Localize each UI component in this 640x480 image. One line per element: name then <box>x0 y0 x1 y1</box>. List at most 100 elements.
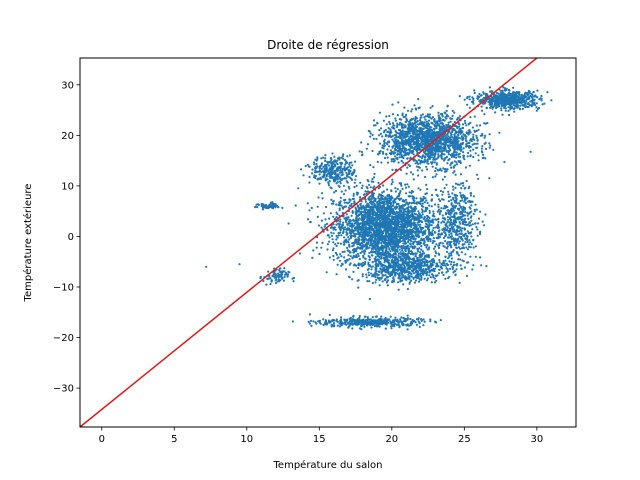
scatter-point <box>400 118 403 121</box>
scatter-point <box>429 276 432 279</box>
scatter-point <box>355 215 359 218</box>
scatter-point <box>358 257 361 261</box>
scatter-point <box>370 265 373 268</box>
scatter-point <box>389 128 392 131</box>
scatter-point <box>390 160 393 163</box>
scatter-point <box>496 94 499 97</box>
scatter-point <box>397 214 400 217</box>
scatter-point <box>397 235 400 238</box>
scatter-point <box>408 130 411 133</box>
scatter-point <box>483 142 486 145</box>
scatter-point <box>398 228 401 231</box>
scatter-point <box>336 236 339 239</box>
scatter-point <box>396 216 399 220</box>
scatter-point <box>457 155 460 158</box>
scatter-point <box>461 123 465 126</box>
scatter-point <box>378 129 381 132</box>
scatter-point <box>399 137 402 140</box>
scatter-point <box>404 240 407 243</box>
scatter-point <box>334 189 338 193</box>
scatter-point <box>428 209 431 212</box>
scatter-point <box>333 191 336 194</box>
scatter-point <box>416 130 419 133</box>
scatter-point <box>398 144 401 147</box>
scatter-point <box>342 221 345 224</box>
scatter-point <box>404 249 407 253</box>
scatter-point <box>424 160 427 163</box>
scatter-point <box>393 137 396 140</box>
scatter-point <box>416 137 419 140</box>
scatter-point <box>481 157 484 160</box>
scatter-point <box>398 123 401 126</box>
scatter-point <box>353 200 356 203</box>
scatter-point <box>379 132 382 135</box>
scatter-point <box>348 258 351 261</box>
scatter-point <box>416 243 419 246</box>
scatter-point <box>419 121 422 124</box>
scatter-point <box>370 215 374 219</box>
scatter-point <box>448 149 451 152</box>
scatter-point <box>383 216 386 219</box>
scatter-point <box>442 138 445 141</box>
scatter-point <box>457 116 460 119</box>
scatter-point <box>368 246 371 249</box>
scatter-point <box>404 219 407 222</box>
scatter-point <box>540 94 543 98</box>
scatter-point <box>372 192 375 195</box>
scatter-point <box>526 92 529 95</box>
scatter-point <box>451 117 454 120</box>
scatter-point <box>378 238 381 241</box>
scatter-point <box>425 238 429 241</box>
scatter-point <box>430 224 433 227</box>
scatter-point <box>468 95 471 98</box>
scatter-point <box>373 176 376 179</box>
scatter-point <box>455 163 459 166</box>
scatter-point <box>383 144 386 147</box>
scatter-point <box>416 218 419 221</box>
scatter-point <box>437 145 440 148</box>
scatter-point <box>384 212 387 215</box>
scatter-point <box>397 147 401 150</box>
scatter-point <box>453 261 456 264</box>
scatter-point <box>462 138 465 141</box>
scatter-point <box>370 203 373 206</box>
scatter-point <box>348 187 351 190</box>
scatter-point <box>366 239 369 242</box>
scatter-point <box>379 202 382 205</box>
scatter-point <box>365 223 368 226</box>
scatter-point <box>388 221 391 224</box>
scatter-point <box>323 225 326 228</box>
scatter-point <box>475 129 478 133</box>
scatter-point <box>390 206 393 209</box>
scatter-point <box>440 138 443 141</box>
scatter-point <box>317 196 320 199</box>
scatter-point <box>404 186 408 189</box>
scatter-point <box>332 228 335 231</box>
scatter-point <box>468 129 471 132</box>
scatter-point <box>496 102 499 106</box>
scatter-point <box>517 98 520 101</box>
scatter-point <box>308 209 311 212</box>
scatter-point <box>457 143 460 146</box>
scatter-point <box>381 240 384 243</box>
scatter-point <box>425 122 428 125</box>
scatter-point <box>480 105 483 108</box>
scatter-point <box>387 127 390 130</box>
scatter-point <box>346 217 349 221</box>
scatter-point <box>372 250 375 253</box>
scatter-point <box>468 131 471 134</box>
scatter-point <box>504 89 507 92</box>
scatter-point <box>396 150 399 153</box>
scatter-point <box>400 150 403 153</box>
scatter-point <box>352 224 355 227</box>
scatter-point <box>373 210 376 213</box>
scatter-point <box>408 191 411 194</box>
scatter-point <box>360 235 363 238</box>
scatter-point <box>370 247 373 251</box>
scatter-point <box>294 204 297 207</box>
scatter-point <box>367 233 370 236</box>
scatter-point <box>379 229 382 232</box>
scatter-point <box>311 256 314 259</box>
scatter-point <box>441 271 444 274</box>
